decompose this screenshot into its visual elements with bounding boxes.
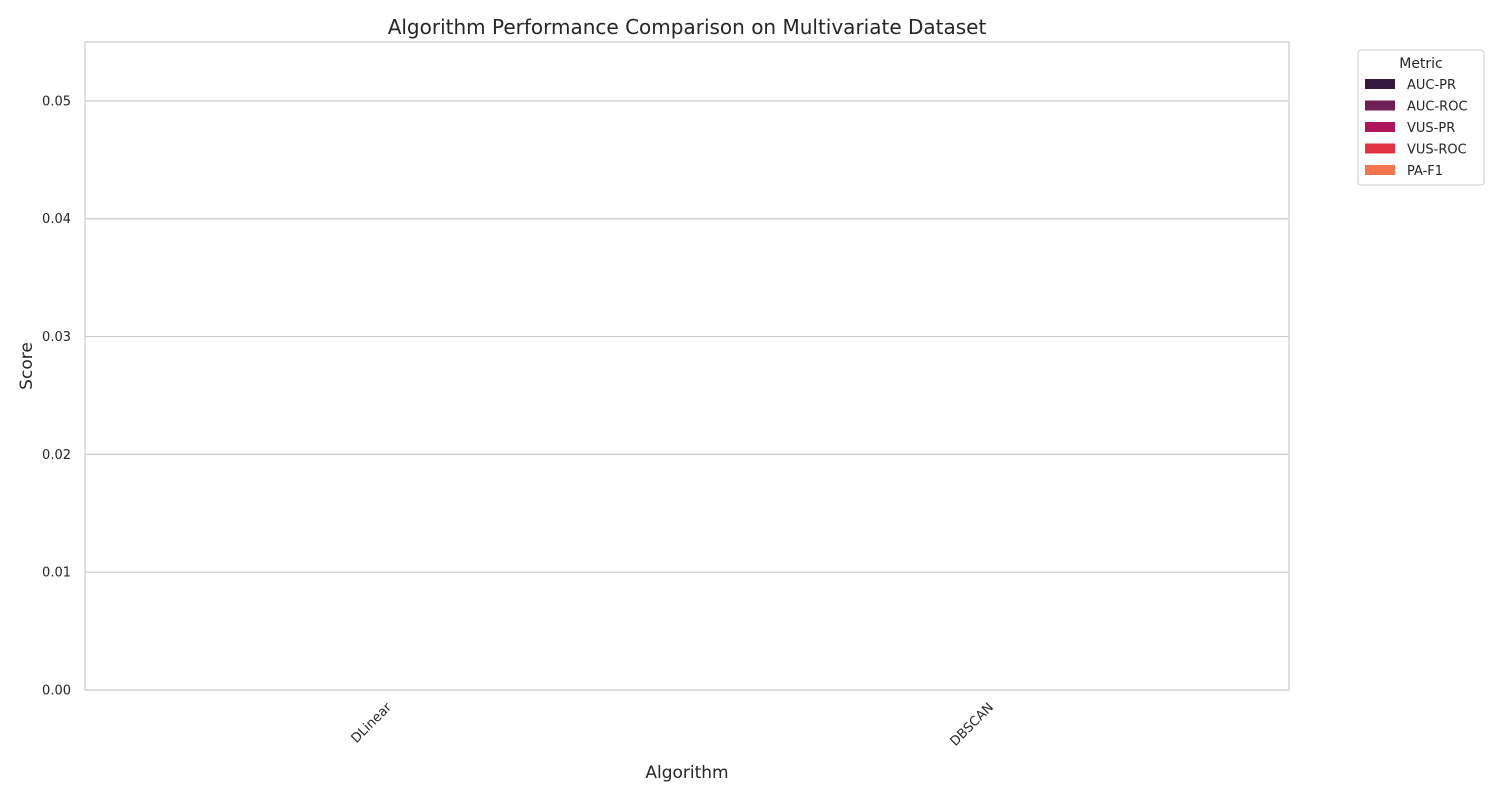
legend-label: VUS-ROC xyxy=(1407,143,1467,158)
chart-title: Algorithm Performance Comparison on Mult… xyxy=(388,15,987,39)
legend: Metric AUC-PR AUC-ROC VUS-PR VUS-ROC PA-F1 xyxy=(1357,49,1485,186)
y-tick-label: 0.01 xyxy=(42,566,71,581)
x-tick-label: DBSCAN xyxy=(948,700,997,749)
y-tick-label: 0.00 xyxy=(42,684,71,699)
x-tick-label: DLinear xyxy=(349,700,396,747)
plot-frame xyxy=(84,41,1290,691)
y-tick-label: 0.03 xyxy=(42,330,71,345)
legend-swatch xyxy=(1365,122,1395,132)
legend-swatch xyxy=(1365,100,1395,111)
legend-label: PA-F1 xyxy=(1407,164,1443,179)
legend-swatch xyxy=(1365,165,1395,175)
legend-label: AUC-ROC xyxy=(1407,100,1468,115)
y-tick-label: 0.04 xyxy=(42,212,71,227)
legend-label: VUS-PR xyxy=(1407,121,1455,136)
legend-title: Metric xyxy=(1399,56,1443,72)
x-axis-label: Algorithm xyxy=(645,763,728,783)
legend-swatch xyxy=(1365,143,1395,154)
legend-label: AUC-PR xyxy=(1407,78,1456,93)
y-tick-label: 0.05 xyxy=(42,94,71,109)
gridlines xyxy=(85,100,1289,691)
y-axis-label: Score xyxy=(17,342,37,390)
legend-swatch xyxy=(1365,79,1395,89)
x-tick-labels: DLinear DBSCAN xyxy=(349,700,997,750)
y-tick-label: 0.02 xyxy=(42,448,71,463)
y-tick-labels: 0.00 0.01 0.02 0.03 0.04 0.05 xyxy=(42,94,71,698)
